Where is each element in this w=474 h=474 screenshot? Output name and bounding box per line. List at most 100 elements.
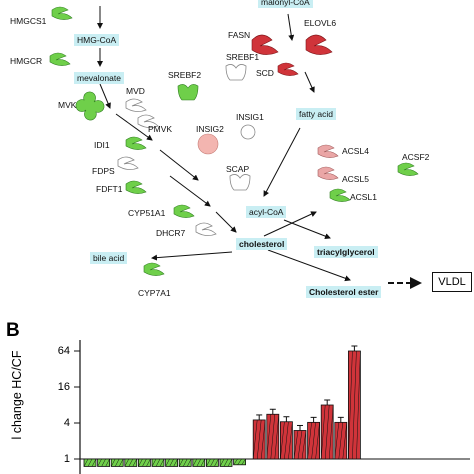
hmgcs1-enzyme-icon: [51, 6, 73, 20]
bar-hatch: [270, 414, 276, 460]
bar-hatch: [97, 458, 102, 467]
vldl-box: VLDL: [432, 272, 472, 292]
bar-hatch: [297, 430, 303, 460]
bar-hatch: [182, 458, 188, 467]
bar-hatch: [128, 458, 134, 467]
bar-hatch: [237, 458, 242, 465]
cyp51a1-label: CYP51A1: [128, 208, 166, 218]
bar-hatch: [223, 458, 229, 467]
bar-hatch: [219, 458, 225, 467]
acsl4-enzyme-icon: [317, 144, 339, 158]
panel-b-label: B: [6, 320, 20, 341]
y-axis-label: l change HC/CF: [10, 350, 24, 440]
bar-hatch: [91, 458, 97, 467]
scd-label: SCD: [256, 68, 274, 78]
bar-hatch: [334, 422, 340, 460]
bar-hatch: [110, 458, 116, 467]
insig2-enzyme-icon: [197, 133, 219, 155]
mvd-enzyme-icon: [125, 98, 147, 112]
bar-hatch: [200, 458, 206, 467]
y-tick-16: 16: [57, 381, 70, 393]
bar-hatch: [328, 404, 334, 460]
bar-hatch: [196, 458, 202, 467]
fatty-acid-metabolite: fatty acid: [296, 108, 337, 120]
mevalonate-metabolite: mevalonate: [74, 72, 124, 84]
fasn-enzyme-icon: [251, 34, 279, 55]
bar-hatch: [210, 458, 215, 467]
hmgcr-enzyme-icon: [49, 52, 71, 66]
fdps-label: FDPS: [92, 166, 115, 176]
bar-hatch: [124, 458, 130, 467]
pmvk-label: PMVK: [148, 124, 173, 134]
bile-acid-metabolite: bile acid: [90, 252, 128, 264]
bar-hatch: [284, 421, 289, 460]
scd-enzyme-icon: [277, 62, 299, 76]
acsl1-label: ACSL1: [350, 192, 377, 202]
insig1-label: INSIG1: [236, 112, 264, 122]
bar-hatch: [142, 458, 147, 467]
mvk-enzyme-icon: [75, 91, 105, 121]
elovl6-enzyme-icon: [305, 34, 333, 55]
bar-hatch: [348, 350, 353, 460]
bar-hatch: [151, 458, 157, 467]
bar-hatch: [252, 419, 258, 460]
bar-hatch: [307, 422, 312, 460]
cyp7a1-label: CYP7A1: [138, 288, 171, 298]
idi1-label: IDI1: [94, 140, 110, 150]
bar-hatch: [118, 458, 124, 467]
mvk-label: MVK: [58, 100, 77, 110]
y-axis-ticks: [74, 350, 80, 460]
triacylglycerol-metabolite: triacylglycerol: [314, 246, 378, 258]
mvd-label: MVD: [126, 86, 145, 96]
insig2-label: INSIG2: [196, 124, 224, 134]
bar-hatch: [266, 414, 272, 460]
acsf2-label: ACSF2: [402, 152, 430, 162]
pathway-arrows: [97, 6, 422, 289]
bar-hatch: [324, 404, 330, 460]
cholesterol-metabolite: cholesterol: [236, 238, 288, 250]
bar-hatch: [288, 421, 293, 460]
y-tick-64: 64: [57, 345, 70, 357]
bar-hatch: [301, 430, 307, 460]
y-tick-4: 4: [63, 417, 70, 429]
dhcr7-label: DHCR7: [156, 228, 186, 238]
acyl-coa-metabolite: acyl-CoA: [246, 206, 287, 218]
hmg-coa-metabolite: HMG-CoA: [74, 34, 120, 46]
bar-hatch: [256, 419, 262, 460]
bar-hatch: [342, 422, 348, 460]
fdft1-label: FDFT1: [96, 184, 123, 194]
bar-hatch: [146, 458, 151, 467]
fdft1-enzyme-icon: [125, 180, 147, 194]
hmgcr-label: HMGCR: [10, 56, 43, 66]
acsl5-label: ACSL5: [342, 174, 369, 184]
acsf2-enzyme-icon: [397, 162, 419, 176]
idi1-enzyme-icon: [125, 136, 147, 150]
bar-hatch: [132, 458, 138, 467]
bar-hatch: [293, 430, 299, 460]
srebf1-enzyme-icon: [225, 64, 247, 81]
bar-hatch: [155, 458, 161, 467]
insig1-enzyme-icon: [240, 124, 256, 140]
bar-hatch: [338, 422, 344, 460]
bar-hatch: [169, 458, 174, 467]
cyp7a1-enzyme-icon: [143, 262, 165, 276]
bar-hatch: [186, 458, 192, 467]
bar-hatch: [280, 421, 285, 460]
bar-hatch: [114, 458, 120, 467]
bar-hatch: [178, 458, 184, 467]
acsl1-enzyme-icon: [329, 188, 351, 202]
bar-hatch: [352, 350, 357, 460]
srebf2-enzyme-icon: [177, 84, 199, 101]
dhcr7-enzyme-icon: [195, 222, 217, 236]
scap-label: SCAP: [226, 164, 250, 174]
bar-hatch: [315, 422, 320, 460]
bar-hatch: [227, 458, 233, 467]
hmgcs1-label: HMGCS1: [10, 16, 47, 26]
cyp51a1-enzyme-icon: [173, 204, 195, 218]
fasn-label: FASN: [228, 30, 251, 40]
bar-hatch: [101, 458, 106, 467]
bar-hatch: [138, 458, 143, 467]
bar-hatch: [192, 458, 198, 467]
bar-hatch: [165, 458, 170, 467]
